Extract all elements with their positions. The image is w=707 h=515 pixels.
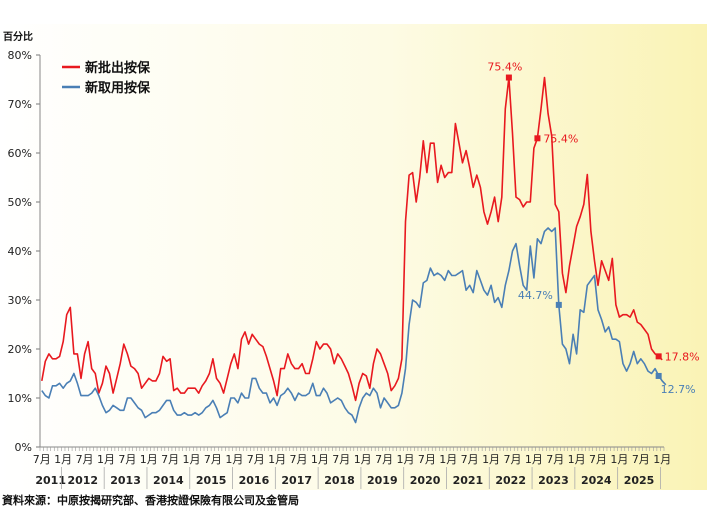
x-month-label: 7月: [632, 453, 650, 466]
x-month-label: 7月: [76, 453, 94, 466]
annotation-label: 44.7%: [518, 289, 553, 302]
x-year-label: 2025: [624, 474, 655, 487]
legend-label-new-drawn: 新取用按保: [85, 80, 151, 96]
x-year-label: 2022: [495, 474, 526, 487]
x-month-label: 1月: [568, 453, 586, 466]
series-line-1: [41, 227, 667, 424]
x-year-label: 2023: [538, 474, 569, 487]
y-tick-label: 60%: [8, 147, 32, 160]
x-month-label: 7月: [204, 453, 222, 466]
axes: [39, 55, 664, 448]
annotation-label: 12.7%: [661, 383, 696, 396]
legend: 新批出按保 新取用按保: [62, 60, 151, 96]
x-month-label: 1月: [482, 453, 500, 466]
y-axis-label: 百分比: [3, 30, 33, 43]
annotation-marker: [555, 301, 562, 308]
x-year-label: 2013: [110, 474, 141, 487]
x-month-label: 1月: [183, 453, 201, 466]
x-year-label: 2014: [153, 474, 184, 487]
x-month-label: 7月: [33, 453, 51, 466]
x-year-label: 2011: [35, 474, 66, 487]
x-month-label: 1月: [653, 453, 671, 466]
x-month-label: 7月: [290, 453, 308, 466]
chart-background: [0, 24, 707, 490]
x-month-label: 1月: [396, 453, 414, 466]
x-month-label: 1月: [610, 453, 628, 466]
x-month-label: 7月: [461, 453, 479, 466]
annotation-marker: [505, 74, 512, 81]
x-month-label: 1月: [525, 453, 543, 466]
series-lines: [41, 76, 667, 424]
x-year-label: 2015: [196, 474, 227, 487]
x-month-label: 7月: [332, 453, 350, 466]
series-line-0: [41, 76, 663, 402]
x-month-label: 7月: [503, 453, 521, 466]
y-tick-label: 20%: [8, 343, 32, 356]
x-year-label: 2020: [410, 474, 441, 487]
annotation-marker: [655, 353, 662, 360]
y-tick-label: 80%: [8, 49, 32, 62]
y-axis-ticks: 0% 10% 20% 30% 40% 50% 60% 70% 80%: [8, 49, 40, 454]
x-month-label: 7月: [161, 453, 179, 466]
x-month-label: 7月: [546, 453, 564, 466]
y-tick-label: 70%: [8, 98, 32, 111]
x-month-label: 1月: [439, 453, 457, 466]
annotation-label: 75.4%: [543, 132, 578, 145]
y-tick-label: 30%: [8, 294, 32, 307]
y-tick-label: 0%: [15, 441, 32, 454]
x-year-label: 2012: [67, 474, 98, 487]
legend-label-new-approved: 新批出按保: [85, 60, 151, 76]
y-tick-label: 10%: [8, 392, 32, 405]
annotation-label: 17.8%: [665, 350, 700, 363]
y-tick-label: 40%: [8, 245, 32, 258]
source-note: 資料來源：中原按揭研究部、香港按證保險有限公司及金管局: [2, 494, 299, 507]
x-month-label: 1月: [54, 453, 72, 466]
x-month-label: 1月: [354, 453, 372, 466]
annotation-marker: [534, 135, 541, 142]
x-month-label: 7月: [418, 453, 436, 466]
x-month-label: 1月: [97, 453, 115, 466]
x-year-label: 2021: [453, 474, 484, 487]
x-month-label: 1月: [311, 453, 329, 466]
x-month-label: 1月: [268, 453, 286, 466]
data-annotations: 75.4% 75.4% 44.7% 17.8% 12.7%: [487, 61, 699, 396]
x-month-label: 7月: [118, 453, 136, 466]
x-month-label: 1月: [225, 453, 243, 466]
x-year-label: 2017: [281, 474, 312, 487]
x-month-label: 7月: [375, 453, 393, 466]
annotation-label: 75.4%: [487, 61, 522, 74]
x-month-label: 1月: [140, 453, 158, 466]
x-year-label: 2018: [324, 474, 355, 487]
x-year-label: 2019: [367, 474, 398, 487]
annotation-marker: [655, 372, 662, 379]
x-month-label: 7月: [247, 453, 265, 466]
x-year-label: 2016: [239, 474, 270, 487]
y-tick-label: 50%: [8, 196, 32, 209]
x-axis-ticks: 7月 1月 7月 1月 7月 1月 7月 1月 7月 1月 7月 1月 7月 1月 7月 1月 7月 1月 7月 1月…: [33, 447, 671, 489]
x-year-label: 2024: [581, 474, 612, 487]
x-month-label: 7月: [589, 453, 607, 466]
